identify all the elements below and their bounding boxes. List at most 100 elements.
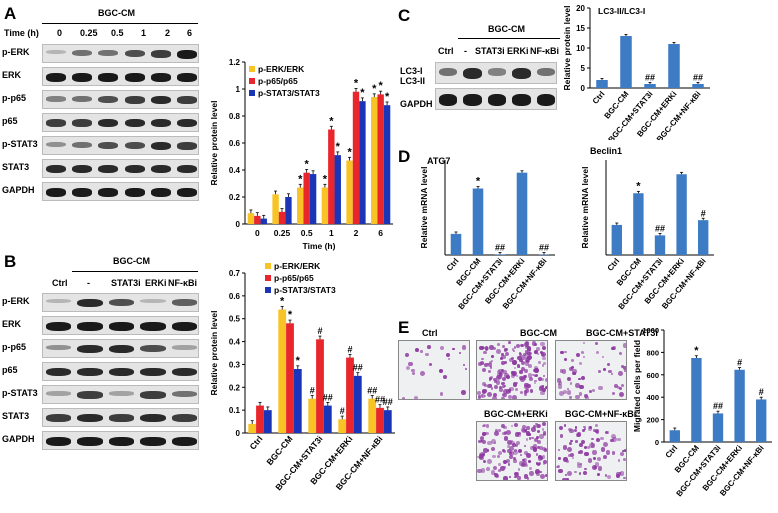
blot-b-lane-erki: ERKi: [145, 278, 167, 288]
migrated-cell: [535, 435, 540, 440]
y-tick-label: 1: [236, 85, 241, 94]
significance-mark: *: [323, 173, 328, 185]
migrated-cell: [479, 453, 482, 456]
panel-letter-d: D: [398, 147, 411, 166]
migrated-cell: [583, 470, 588, 476]
migrated-cell: [579, 443, 583, 448]
migrated-cell: [504, 352, 509, 357]
image-title-ctrl: Ctrl: [422, 328, 438, 338]
blot-band: [439, 68, 458, 77]
migrated-cell: [583, 356, 586, 359]
migrated-cell: [518, 370, 523, 374]
blot-band: [140, 414, 166, 423]
migrated-cell: [586, 446, 591, 450]
migrated-cell: [503, 476, 508, 480]
bar: [620, 36, 632, 88]
blot-b-label-pstat3: p-STAT3: [2, 388, 38, 398]
bar: [248, 423, 257, 433]
migrated-cell: [569, 382, 572, 385]
bar: [644, 84, 656, 88]
significance-mark: ##: [645, 72, 655, 82]
significance-mark: ##: [367, 386, 377, 396]
blot-a-group-line: [42, 23, 198, 24]
migrated-cell: [539, 384, 544, 389]
migrated-cell: [504, 430, 507, 434]
migrated-cell: [537, 456, 542, 461]
migrated-cell: [519, 377, 525, 383]
blot-a-label-perk: p-ERK: [2, 47, 30, 57]
bar: [383, 105, 391, 224]
blot-band: [140, 391, 166, 399]
y-tick-label: 400: [646, 393, 659, 402]
migrated-cell: [526, 383, 532, 388]
bar: [691, 358, 702, 442]
migrated-cell: [617, 437, 621, 442]
blot-strip: [435, 88, 557, 110]
blot-c-lane-erki: ERKi: [507, 46, 529, 56]
blot-band: [72, 119, 93, 127]
migrated-cell: [573, 428, 577, 433]
migrated-cell: [527, 351, 531, 355]
migrated-cell: [611, 437, 617, 442]
migrated-cell: [408, 361, 414, 367]
migrated-cell: [528, 364, 532, 368]
significance-mark: ##: [323, 392, 333, 402]
migrated-cell: [490, 470, 496, 476]
migrated-cell: [520, 453, 523, 456]
blot-band: [512, 94, 531, 106]
blot-b-label-erk: ERK: [2, 319, 22, 329]
blot-a-time-0: 0: [57, 28, 63, 38]
bar: [303, 172, 310, 224]
migrated-cell: [611, 433, 617, 439]
migrated-cell: [477, 361, 482, 366]
migrated-cell: [522, 458, 526, 462]
blot-band: [72, 188, 93, 197]
migrated-cell: [578, 449, 583, 454]
migrated-cell: [620, 451, 625, 457]
blot-a-label-p65: p65: [2, 116, 18, 126]
migrated-cell: [616, 386, 620, 390]
migrated-cell: [542, 361, 546, 365]
migrated-cell: [503, 360, 507, 365]
migrated-cell: [515, 343, 521, 349]
y-tick-label: 600: [646, 371, 659, 380]
chart-c: 0 5 10 15 20 Relative protein level LC3-II/LC3…: [562, 4, 710, 140]
blot-band: [124, 142, 145, 150]
migrated-cell: [498, 372, 504, 377]
migrated-cell: [532, 446, 538, 452]
migrated-cell: [530, 445, 535, 451]
bar: [472, 188, 484, 255]
migrated-cell: [506, 445, 510, 449]
blot-band: [108, 391, 135, 396]
bar: [654, 235, 666, 255]
migrated-cell: [509, 387, 512, 390]
migrated-cell: [618, 371, 624, 377]
y-tick-label: 20: [576, 4, 585, 13]
blot-a-group-label: BGC-CM: [98, 8, 135, 18]
blot-band: [176, 96, 197, 104]
blot-band: [77, 391, 103, 399]
migrated-cell: [477, 391, 481, 395]
blot-band: [150, 50, 171, 58]
migrated-cell: [488, 360, 493, 365]
migrated-cell: [526, 453, 531, 458]
significance-mark: ##: [383, 397, 393, 407]
migrated-cell: [529, 470, 534, 476]
migrated-cell: [439, 369, 444, 374]
x-tick-label: 2: [354, 228, 359, 238]
migrated-cell: [620, 364, 624, 368]
blot-band: [98, 96, 119, 104]
migrated-cell: [591, 437, 595, 441]
migrated-cell: [593, 466, 597, 470]
bar: [346, 357, 354, 433]
blot-strip: [435, 62, 557, 84]
migrated-cell: [486, 449, 490, 452]
blot-band: [124, 73, 145, 82]
blot-band: [439, 94, 458, 106]
migrated-cell: [583, 446, 587, 450]
migrated-cell: [502, 369, 507, 375]
migrated-cell: [531, 436, 534, 439]
migrated-cell: [575, 394, 580, 399]
migrated-cell: [501, 361, 506, 366]
blot-band: [124, 50, 145, 58]
